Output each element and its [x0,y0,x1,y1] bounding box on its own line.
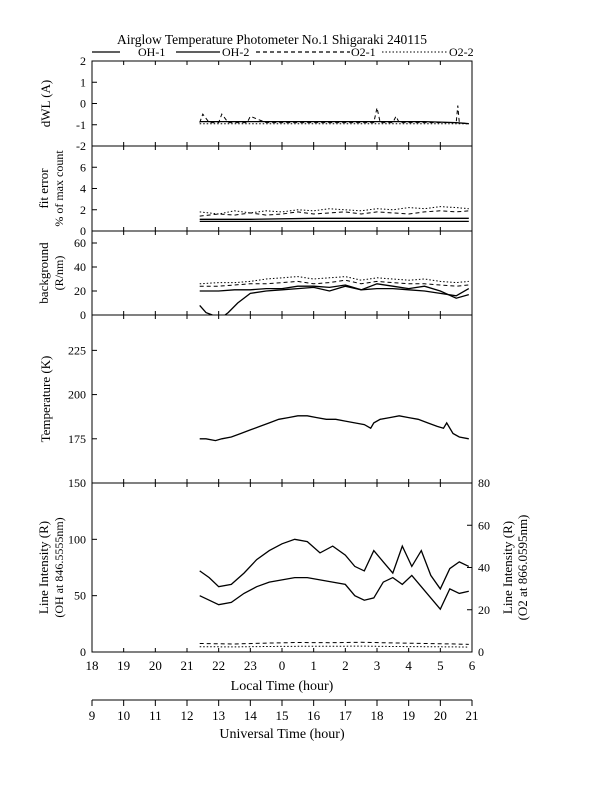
y2-tick-label: 80 [478,476,490,490]
y-tick-label: 4 [80,182,86,196]
y2-axis-label: Line Intensity (R) [500,521,515,614]
local-time-tick-label: 3 [374,658,381,673]
panel-frame-dwl [91,60,473,147]
y-axis-label-2: % of max count [52,150,66,227]
ut-tick-label: 16 [307,708,321,723]
local-time-tick-label: 21 [181,658,194,673]
local-time-tick-label: 23 [244,658,257,673]
series-fit-error-o2-1 [199,210,469,217]
y-tick-label: 225 [68,343,86,357]
series-background-oh-2 [199,283,469,299]
series-fit-error-o2-2 [199,206,469,215]
y-tick-label: 200 [68,388,86,402]
y-axis-label: Line Intensity (R) [36,521,51,614]
ut-tick-label: 12 [181,708,194,723]
series-line-intensity-oh-1 [199,538,470,591]
y-axis-label: fit error [36,168,51,209]
y-tick-label: 0 [80,645,86,659]
series-background-o2-2 [199,276,469,285]
local-time-tick-label: 22 [212,658,225,673]
series-background-o2-1 [199,279,469,287]
series-line-intensity-o2-2 [199,645,469,648]
panel-background: 60 40 20 0 background (R/nm) [36,230,473,322]
y-tick-label: 60 [74,236,86,250]
y-tick-label: 2 [80,203,86,217]
ut-axis-label: Universal Time (hour) [219,727,345,742]
local-time-tick-label: 1 [310,658,317,673]
legend-label-o2-2: O2-2 [449,45,474,59]
local-time-tick-label: 2 [342,658,349,673]
y-tick-label: -1 [76,118,86,132]
local-time-tick-label: 18 [86,658,99,673]
series-temperature-oh [199,415,469,442]
series-line-intensity-o2-1 [199,641,469,645]
y-tick-label: 0 [80,308,86,322]
ut-tick-label: 14 [244,708,258,723]
local-time-tick-label: 19 [117,658,130,673]
panel-frame-line-intensity [91,482,473,653]
y-tick-label: 150 [68,476,86,490]
ut-tick-label: 19 [402,708,415,723]
y-axis-label: dWL (A) [38,80,53,128]
y-axis-label: Temperature (K) [38,356,53,443]
local-time-tick-label: 5 [437,658,444,673]
ut-tick-label: 10 [117,708,130,723]
y-tick-label: 175 [68,432,86,446]
series-fit-error-oh-2 [199,217,469,220]
panel-dwl: 2 1 0 -1 -2 dWL (A) [38,54,473,153]
legend-label-oh-1: OH-1 [138,45,165,59]
y2-tick-label: 0 [478,645,484,659]
series-dwl-o2-1 [199,105,469,125]
ut-tick-label: 9 [89,708,96,723]
legend-label-oh-2: OH-2 [222,45,249,59]
y-tick-label: 50 [74,589,86,603]
ut-tick-label: 15 [276,708,289,723]
y2-axis-label-2: (O2 at 866.0595nm) [515,515,530,621]
y-axis-label: background [36,242,51,304]
local-time-tick-label: 6 [469,658,476,673]
y2-tick-label: 60 [478,518,490,532]
ut-tick-label: 13 [212,708,225,723]
series-background-oh-1 [199,285,470,315]
local-time-tick-label: 20 [149,658,162,673]
y-axis-label-2: (R/nm) [52,256,66,291]
y-tick-label: 1 [80,75,86,89]
chart-title: Airglow Temperature Photometer No.1 Shig… [117,32,427,47]
y-tick-label: 6 [80,160,86,174]
ut-tick-label: 21 [466,708,479,723]
panel-frame-background [91,230,473,316]
legend: OH-1 OH-2 O2-1 O2-2 [92,45,474,59]
y-tick-label: 0 [80,224,86,238]
series-line-intensity-oh-2 [199,574,469,611]
y-tick-label: 20 [74,284,86,298]
legend-label-o2-1: O2-1 [351,45,376,59]
y-tick-label: 100 [68,532,86,546]
local-time-tick-label: 0 [279,658,286,673]
y2-tick-label: 20 [478,603,490,617]
ut-tick-label: 18 [371,708,384,723]
panel-temperature: 225 200 175 Temperature (K) [38,314,473,484]
y-tick-label: 40 [74,260,86,274]
panel-frame-temperature [91,314,473,484]
y-tick-label: -2 [76,139,86,153]
panel-fit-error: 6 4 2 0 fit error% of max count [36,145,473,238]
y2-tick-label: 40 [478,561,490,575]
y-tick-label: 0 [80,97,86,111]
ut-tick-label: 20 [434,708,447,723]
local-time-tick-label: 4 [405,658,412,673]
local-time-axis-label: Local Time (hour) [231,679,334,694]
y-axis-label-2: (OH at 846.5555nm) [52,517,66,617]
ut-tick-label: 11 [149,708,162,723]
y-tick-label: 2 [80,54,86,68]
ut-tick-label: 17 [339,708,353,723]
